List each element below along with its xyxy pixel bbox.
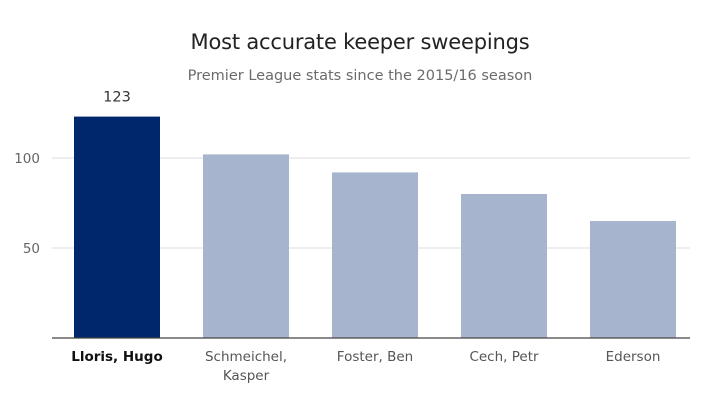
x-tick-label: Ederson — [606, 349, 661, 365]
x-tick-label-line: Cech, Petr — [469, 349, 539, 365]
chart-subtitle: Premier League stats since the 2015/16 s… — [187, 68, 533, 84]
x-tick-label-line: Ederson — [606, 349, 661, 365]
x-tick-label-line: Schmeichel, — [205, 349, 287, 365]
y-tick-label: 50 — [23, 241, 40, 257]
x-tick-label: Lloris, Hugo — [71, 349, 163, 365]
bar — [461, 194, 547, 338]
x-tick-label: Cech, Petr — [469, 349, 539, 365]
x-tick-label: Foster, Ben — [337, 349, 413, 365]
x-tick-label-line: Foster, Ben — [337, 349, 413, 365]
y-tick-label: 100 — [14, 151, 40, 167]
x-tick-label-line: Lloris, Hugo — [71, 349, 163, 365]
chart-title: Most accurate keeper sweepings — [190, 30, 530, 54]
bar — [332, 172, 418, 338]
x-tick-label: Schmeichel, Kasper — [205, 349, 287, 384]
data-label: 123 — [103, 90, 131, 106]
bar — [74, 116, 160, 338]
bar — [203, 154, 289, 338]
bar — [590, 221, 676, 338]
x-tick-label-line: Kasper — [223, 368, 270, 384]
